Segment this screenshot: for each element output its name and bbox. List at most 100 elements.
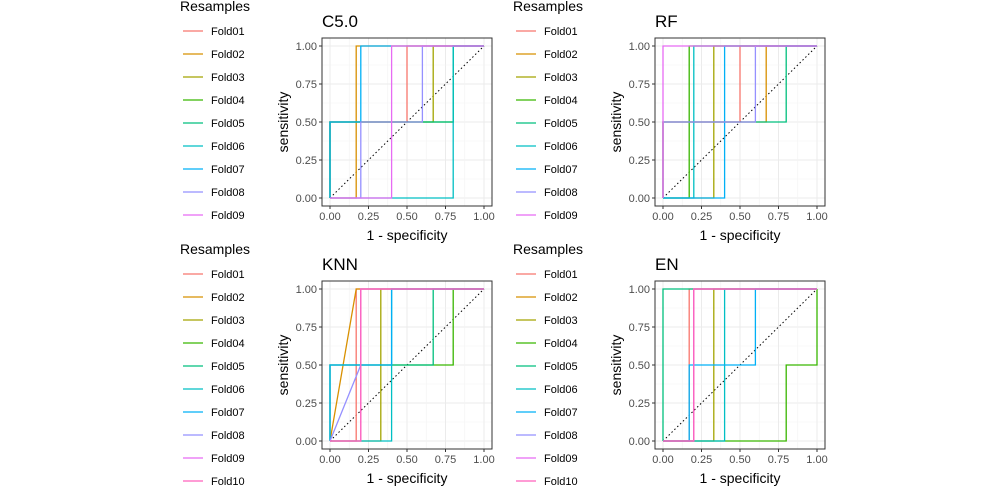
legend-item: Fold04 [516,338,578,350]
legend-label: Fold08 [211,430,245,442]
y-tick-label: 0.25 [296,155,317,167]
panel-title: EN [655,255,679,274]
legend-item: Fold04 [516,95,578,107]
legend-item: Fold02 [516,292,578,304]
y-tick-label: 0.25 [629,398,650,410]
legend-label: Fold07 [544,164,578,176]
legend-label: Fold02 [211,49,245,61]
legend-label: Fold01 [544,269,578,281]
ticks: 0.00 0.25 0.50 0.75 1.00 0.00 0.25 0.50 0.75 1.00 [296,284,495,466]
legend-item: Fold05 [183,361,245,373]
x-tick-label: 0.00 [319,454,340,466]
x-tick-label: 0.25 [358,454,379,466]
legend-item: Fold08 [516,187,578,199]
legend-label: Fold06 [211,384,245,396]
x-tick-label: 1.00 [806,211,827,223]
legend-label: Fold06 [544,384,578,396]
y-tick-label: 1.00 [629,41,650,53]
legend-item: Fold09 [516,453,578,465]
legend-label: Fold10 [544,476,578,488]
y-tick-label: 1.00 [629,284,650,296]
x-tick-label: 0.75 [435,211,456,223]
legend-title: Resamples [513,241,583,257]
legend-item: Fold06 [183,141,245,153]
legend-label: Fold05 [544,361,578,373]
legend-item: Fold02 [183,49,245,61]
legend-item: Fold09 [183,210,245,222]
x-axis-label: 1 - specificity [367,227,448,243]
y-tick-label: 0.00 [296,436,317,448]
legend-label: Fold07 [211,407,245,419]
x-axis-label: 1 - specificity [700,227,781,243]
x-tick-label: 0.75 [435,454,456,466]
legend-label: Fold03 [544,315,578,327]
legend-label: Fold02 [211,292,245,304]
y-tick-label: 1.00 [296,284,317,296]
legend-label: Fold03 [211,315,245,327]
x-tick-label: 0.50 [729,454,750,466]
legend-label: Fold05 [544,118,578,130]
legend: Resamples Fold01 Fold02 Fold03 Fold04 Fold05 F… [513,241,583,488]
legend: Resamples Fold01 Fold02 Fold03 Fold04 Fold05 F… [513,0,583,222]
y-tick-label: 0.75 [296,322,317,334]
legend-label: Fold09 [544,453,578,465]
series-lines [329,45,484,199]
legend-label: Fold01 [211,26,245,38]
y-axis-label: sensitivity [275,92,291,153]
legend-label: Fold09 [211,453,245,465]
ticks: 0.00 0.25 0.50 0.75 1.00 0.00 0.25 0.50 0.75 1.00 [629,41,828,223]
x-tick-label: 0.25 [691,454,712,466]
legend-item: Fold10 [183,476,245,488]
legend-label: Fold02 [544,49,578,61]
panel-title: RF [655,12,678,31]
legend-title: Resamples [180,0,250,14]
y-tick-label: 0.75 [629,322,650,334]
x-tick-label: 0.25 [358,211,379,223]
legend-title: Resamples [180,241,250,257]
x-tick-label: 1.00 [473,211,494,223]
legend-item: Fold07 [183,164,245,176]
legend-label: Fold04 [544,338,578,350]
y-axis-label: sensitivity [608,335,624,396]
panel-title: KNN [322,255,358,274]
y-tick-label: 0.25 [296,398,317,410]
legend-item: Fold01 [183,269,245,281]
legend: Resamples Fold01 Fold02 Fold03 Fold04 Fold05 F… [180,0,250,222]
legend-item: Fold06 [516,141,578,153]
y-tick-label: 0.25 [629,155,650,167]
legend-item: Fold08 [183,187,245,199]
y-tick-label: 0.00 [629,436,650,448]
y-tick-label: 0.75 [296,79,317,91]
series-lines [662,45,817,199]
legend-item: Fold01 [516,26,578,38]
legend-label: Fold08 [544,187,578,199]
legend-label: Fold08 [544,430,578,442]
legend-label: Fold09 [211,210,245,222]
x-tick-label: 0.50 [396,211,417,223]
legend-item: Fold04 [183,338,245,350]
legend-label: Fold09 [544,210,578,222]
legend-item: Fold06 [516,384,578,396]
legend-label: Fold04 [211,338,245,350]
x-tick-label: 1.00 [473,454,494,466]
series-fold09 [330,45,484,199]
x-tick-label: 0.00 [652,211,673,223]
legend-item: Fold03 [183,315,245,327]
legend-item: Fold10 [516,476,578,488]
legend-item: Fold03 [516,315,578,327]
y-tick-label: 0.00 [296,193,317,205]
legend-item: Fold03 [183,72,245,84]
legend-label: Fold10 [211,476,245,488]
legend-item: Fold07 [183,407,245,419]
legend-item: Fold04 [183,95,245,107]
series-fold09 [662,45,817,198]
legend-item: Fold09 [516,210,578,222]
legend-label: Fold07 [211,164,245,176]
y-tick-label: 0.50 [296,360,317,372]
y-axis-label: sensitivity [608,92,624,153]
legend-item: Fold08 [516,430,578,442]
legend-label: Fold02 [544,292,578,304]
y-tick-label: 0.00 [629,193,650,205]
legend-label: Fold06 [211,141,245,153]
ticks: 0.00 0.25 0.50 0.75 1.00 0.00 0.25 0.50 0.75 1.00 [296,41,495,223]
